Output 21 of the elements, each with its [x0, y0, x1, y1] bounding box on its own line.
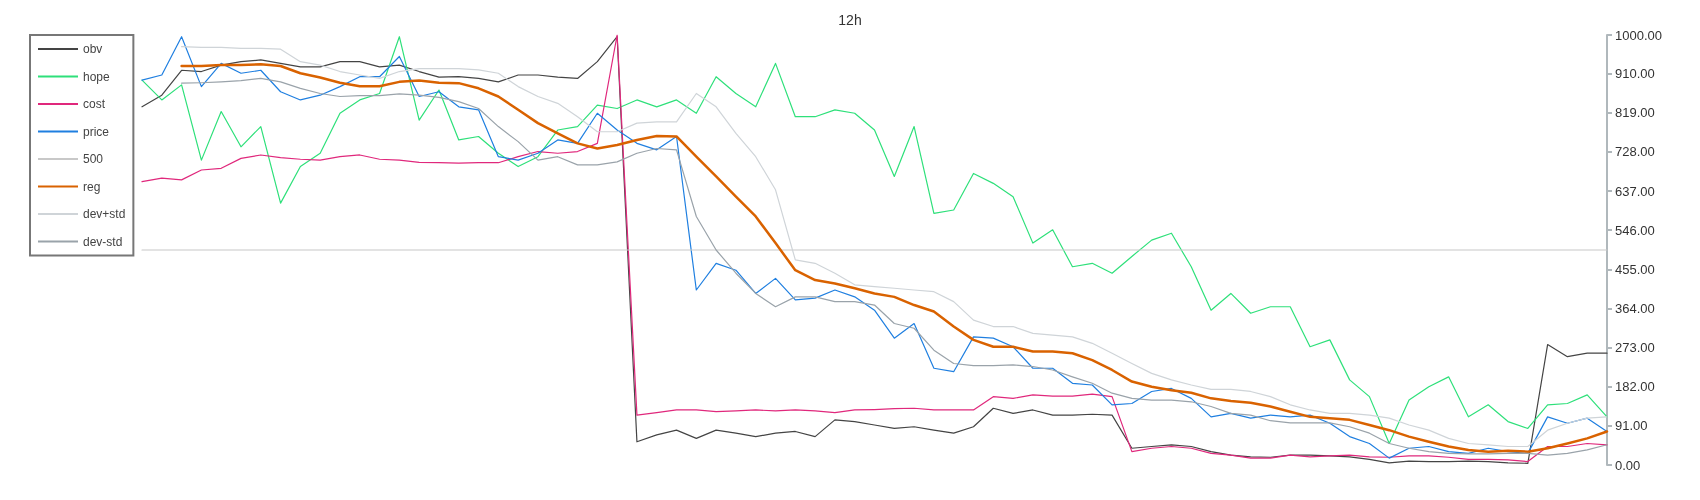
- y-tick-label: 546.00: [1615, 222, 1655, 238]
- legend-label: dev-std: [83, 234, 123, 249]
- legend-label: hope: [83, 69, 111, 84]
- legend-label: 500: [83, 152, 104, 166]
- legend-label: reg: [83, 179, 101, 194]
- legend-label: cost: [83, 97, 106, 111]
- y-tick-label: 910.00: [1615, 66, 1655, 82]
- y-tick-label: 455.00: [1615, 261, 1655, 277]
- y-tick-label: 182.00: [1615, 379, 1655, 395]
- y-tick-label: 1000.00: [1615, 27, 1662, 43]
- y-tick-label: 0.00: [1615, 457, 1641, 473]
- legend-label: dev+std: [83, 207, 126, 221]
- y-tick-label: 364.00: [1615, 300, 1655, 316]
- y-tick-label: 91.00: [1615, 418, 1648, 434]
- y-tick-label: 273.00: [1615, 340, 1655, 356]
- y-tick-label: 637.00: [1615, 183, 1655, 199]
- legend-label: obv: [83, 42, 103, 56]
- legend-label: price: [83, 124, 110, 139]
- chart-title: 12h: [838, 12, 862, 28]
- y-tick-label: 819.00: [1615, 105, 1655, 121]
- y-tick-label: 728.00: [1615, 144, 1655, 160]
